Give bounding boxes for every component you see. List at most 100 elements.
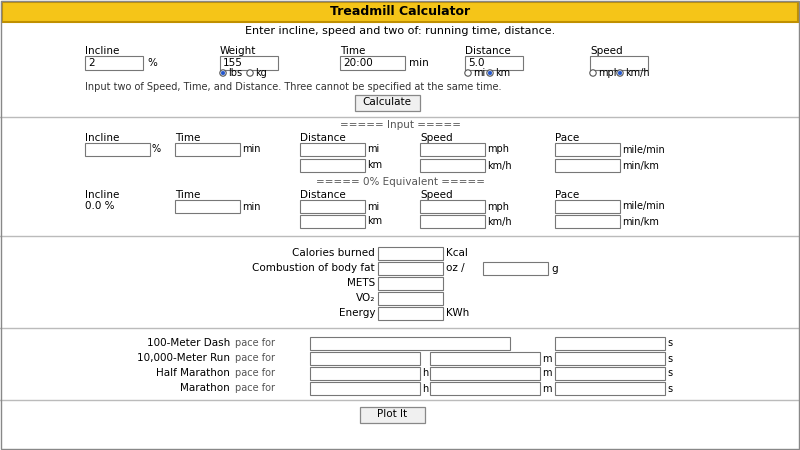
Circle shape: [486, 70, 493, 76]
Text: 155: 155: [223, 58, 243, 68]
FancyBboxPatch shape: [85, 56, 143, 70]
Text: m: m: [542, 369, 551, 378]
Text: km/h: km/h: [625, 68, 650, 78]
Text: Speed: Speed: [420, 190, 453, 200]
Text: Pace: Pace: [555, 190, 579, 200]
Circle shape: [220, 70, 226, 76]
Text: 0.0 %: 0.0 %: [85, 201, 114, 211]
FancyBboxPatch shape: [555, 215, 620, 228]
FancyBboxPatch shape: [555, 200, 620, 213]
FancyBboxPatch shape: [465, 56, 523, 70]
FancyBboxPatch shape: [555, 382, 665, 395]
Text: min: min: [242, 202, 261, 211]
Text: h: h: [422, 383, 428, 393]
FancyBboxPatch shape: [555, 337, 665, 350]
Text: min: min: [409, 58, 429, 68]
FancyBboxPatch shape: [310, 382, 420, 395]
FancyBboxPatch shape: [85, 143, 150, 156]
Text: s: s: [667, 383, 672, 393]
Text: ===== Input =====: ===== Input =====: [339, 120, 461, 130]
FancyBboxPatch shape: [355, 95, 420, 111]
Text: Calculate: Calculate: [362, 97, 411, 107]
Text: Combustion of body fat: Combustion of body fat: [252, 263, 375, 273]
Text: 2: 2: [88, 58, 94, 68]
Text: pace for: pace for: [235, 368, 275, 378]
Text: Energy: Energy: [338, 308, 375, 318]
FancyBboxPatch shape: [340, 56, 405, 70]
FancyBboxPatch shape: [420, 215, 485, 228]
Text: 20:00: 20:00: [343, 58, 373, 68]
Text: pace for: pace for: [235, 338, 275, 348]
FancyBboxPatch shape: [378, 307, 443, 320]
Text: 10,000-Meter Run: 10,000-Meter Run: [137, 353, 230, 363]
Text: g: g: [551, 264, 558, 274]
Text: km: km: [495, 68, 510, 78]
FancyBboxPatch shape: [310, 367, 420, 380]
Text: Input two of Speed, Time, and Distance. Three cannot be specified at the same ti: Input two of Speed, Time, and Distance. …: [85, 82, 502, 92]
FancyBboxPatch shape: [430, 367, 540, 380]
Text: s: s: [667, 354, 672, 364]
Text: %: %: [147, 58, 157, 68]
Text: Incline: Incline: [85, 190, 119, 200]
Text: Treadmill Calculator: Treadmill Calculator: [330, 5, 470, 18]
Text: Half Marathon: Half Marathon: [156, 368, 230, 378]
Text: m: m: [542, 383, 551, 393]
FancyBboxPatch shape: [420, 200, 485, 213]
Circle shape: [246, 70, 253, 76]
Text: KWh: KWh: [446, 309, 470, 319]
Text: Distance: Distance: [300, 133, 346, 143]
Text: Calories burned: Calories burned: [292, 248, 375, 258]
Text: kg: kg: [255, 68, 266, 78]
FancyBboxPatch shape: [378, 262, 443, 275]
Text: mph: mph: [598, 68, 620, 78]
FancyBboxPatch shape: [300, 200, 365, 213]
FancyBboxPatch shape: [310, 337, 510, 350]
FancyBboxPatch shape: [420, 143, 485, 156]
Text: Pace: Pace: [555, 133, 579, 143]
FancyBboxPatch shape: [430, 382, 540, 395]
Text: ===== 0% Equivalent =====: ===== 0% Equivalent =====: [315, 177, 485, 187]
Text: mile/min: mile/min: [622, 202, 665, 211]
Text: mi: mi: [367, 144, 379, 154]
Text: Time: Time: [175, 133, 200, 143]
FancyBboxPatch shape: [175, 143, 240, 156]
FancyBboxPatch shape: [220, 56, 278, 70]
Text: Time: Time: [340, 46, 366, 56]
Text: s: s: [667, 338, 672, 348]
Text: mi: mi: [473, 68, 486, 78]
Text: METS: METS: [346, 278, 375, 288]
Text: km/h: km/h: [487, 161, 512, 171]
Text: min: min: [242, 144, 261, 154]
FancyBboxPatch shape: [555, 143, 620, 156]
FancyBboxPatch shape: [300, 159, 365, 172]
Text: km: km: [367, 161, 382, 171]
Text: min/km: min/km: [622, 161, 659, 171]
Text: km/h: km/h: [487, 216, 512, 226]
Text: Distance: Distance: [300, 190, 346, 200]
Text: Plot It: Plot It: [377, 409, 407, 419]
FancyBboxPatch shape: [430, 352, 540, 365]
FancyBboxPatch shape: [378, 292, 443, 305]
Text: Kcal: Kcal: [446, 248, 468, 258]
Circle shape: [617, 70, 623, 76]
FancyBboxPatch shape: [300, 215, 365, 228]
Text: mph: mph: [487, 202, 509, 211]
Text: m: m: [542, 354, 551, 364]
Text: Speed: Speed: [420, 133, 453, 143]
FancyBboxPatch shape: [555, 159, 620, 172]
Circle shape: [488, 71, 492, 75]
Text: lbs: lbs: [228, 68, 242, 78]
Text: Weight: Weight: [220, 46, 256, 56]
Text: VO₂: VO₂: [356, 293, 375, 303]
Text: km: km: [367, 216, 382, 226]
Text: s: s: [667, 369, 672, 378]
Text: Incline: Incline: [85, 133, 119, 143]
FancyBboxPatch shape: [2, 2, 798, 22]
Circle shape: [590, 70, 596, 76]
Text: Time: Time: [175, 190, 200, 200]
Text: pace for: pace for: [235, 353, 275, 363]
FancyBboxPatch shape: [378, 247, 443, 260]
Text: min/km: min/km: [622, 216, 659, 226]
FancyBboxPatch shape: [360, 407, 425, 423]
Text: Incline: Incline: [85, 46, 119, 56]
